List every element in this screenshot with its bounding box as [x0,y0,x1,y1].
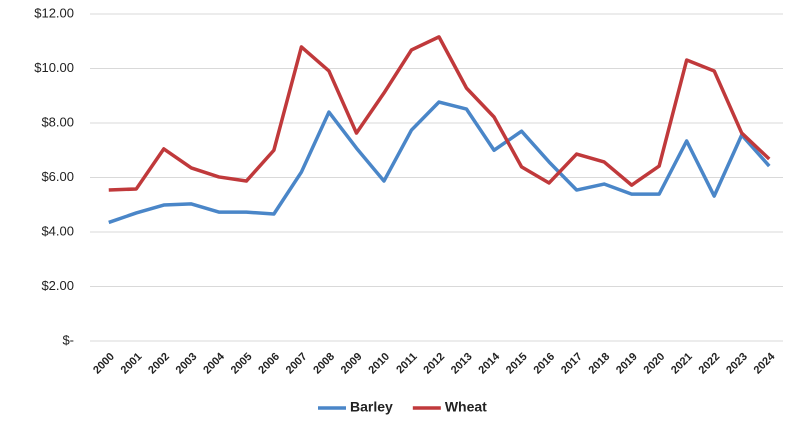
x-tick-label: 2014 [476,350,502,376]
x-tick-label: 2013 [449,351,475,377]
y-tick-label: $8.00 [41,114,74,129]
x-tick-label: 2021 [669,351,695,377]
x-tick-label: 2001 [119,351,145,377]
y-tick-label: $12.00 [34,5,74,20]
x-tick-label: 2017 [559,351,585,377]
x-tick-label: 2015 [504,351,530,377]
y-tick-label: $10.00 [34,60,74,75]
x-tick-label: 2000 [91,351,117,377]
x-tick-label: 2016 [531,351,557,377]
series-line [108,35,771,192]
x-tick-label: 2011 [394,351,419,376]
x-tick-label: 2003 [174,351,200,377]
x-tick-label: 2018 [586,351,612,377]
x-tick-label: 2008 [311,351,337,377]
y-tick-label: $4.00 [41,223,74,238]
x-tick-label: 2004 [201,350,227,376]
x-tick-label: 2023 [724,351,750,377]
x-tick-label: 2007 [284,351,310,377]
x-tick-label: 2019 [614,351,640,377]
series-line [108,100,771,225]
x-tick-label: 2012 [421,351,447,377]
x-tick-label: 2009 [339,351,365,377]
x-tick-label: 2006 [256,351,282,377]
legend-label: Barley [350,399,393,415]
x-tick-label: 2020 [642,351,668,377]
y-tick-label: $6.00 [41,169,74,184]
y-tick-label: $- [62,332,74,347]
x-tick-label: 2005 [229,351,255,377]
legend-label: Wheat [445,399,487,415]
y-tick-label: $2.00 [41,278,74,293]
x-tick-label: 2002 [146,351,172,377]
x-tick-label: 2024 [752,350,778,376]
x-tick-label: 2010 [366,351,392,377]
x-tick-label: 2022 [697,351,723,377]
